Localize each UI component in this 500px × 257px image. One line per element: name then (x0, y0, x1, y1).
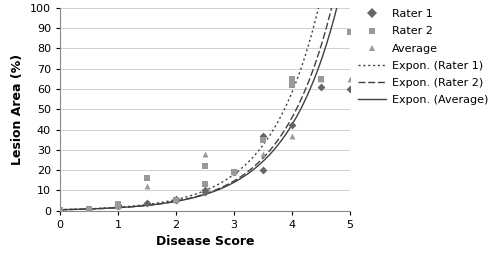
Point (230, 170, 238, 174)
Point (85, 207, 93, 211)
Point (259, 138, 267, 142)
Point (317, 77, 325, 81)
Point (201, 164, 209, 168)
Point (143, 184, 151, 188)
Point (56, 208, 64, 212)
Point (172, 198, 180, 202)
Point (317, 77, 325, 81)
Point (114, 204, 122, 208)
Point (288, 123, 296, 127)
Point (346, 30, 354, 34)
Point (114, 203, 122, 207)
Point (172, 198, 180, 202)
Point (259, 134, 267, 138)
Point (317, 85, 325, 89)
Point (172, 197, 180, 201)
Point (288, 77, 296, 81)
Point (346, 87, 354, 91)
Point (114, 201, 122, 206)
Point (172, 198, 180, 202)
Point (201, 181, 209, 185)
Point (56, 208, 64, 212)
Point (288, 134, 296, 138)
Point (114, 204, 122, 208)
Point (259, 168, 267, 172)
Point (56, 208, 64, 212)
Point (143, 200, 151, 205)
Point (230, 170, 238, 174)
Point (85, 207, 93, 211)
Point (143, 176, 151, 180)
Point (288, 80, 296, 84)
Point (288, 83, 296, 87)
Point (114, 204, 122, 208)
Legend: Rater 1, Rater 2, Average, Expon. (Rater 1), Expon. (Rater 2), Expon. (Average): Rater 1, Rater 2, Average, Expon. (Rater… (358, 9, 488, 105)
Point (201, 152, 209, 156)
Point (346, 77, 354, 81)
Point (114, 201, 122, 206)
Point (230, 170, 238, 174)
Y-axis label: Lesion Area (%): Lesion Area (%) (12, 54, 24, 165)
Point (201, 190, 209, 195)
X-axis label: Disease Score: Disease Score (156, 235, 254, 248)
Point (201, 182, 209, 186)
Point (201, 188, 209, 192)
Point (259, 152, 267, 156)
Point (85, 207, 93, 211)
